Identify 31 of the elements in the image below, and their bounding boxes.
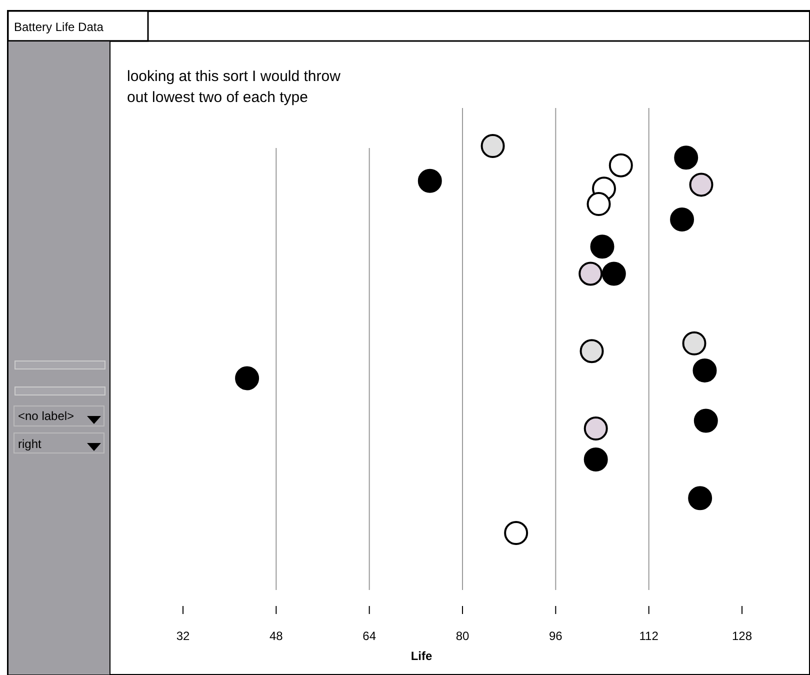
x-tick-label: 80 — [456, 629, 470, 643]
point — [586, 192, 611, 216]
point — [682, 331, 706, 356]
x-tick-label: 48 — [269, 629, 284, 643]
point — [689, 172, 714, 197]
x-tick-label: 96 — [548, 629, 563, 643]
point — [688, 486, 712, 510]
x-axis-title: Life — [410, 649, 432, 663]
point — [584, 416, 608, 441]
text: right — [18, 437, 42, 451]
point — [578, 262, 603, 286]
point — [692, 358, 717, 382]
point — [418, 168, 442, 193]
point — [235, 366, 260, 390]
x-tick-label: 64 — [362, 629, 376, 643]
text: <no label> — [18, 409, 74, 423]
x-tick-label: 32 — [176, 629, 190, 643]
point — [674, 146, 698, 170]
point — [580, 339, 604, 364]
point — [608, 153, 633, 178]
x-tick-label: 128 — [732, 629, 752, 643]
point — [670, 208, 694, 232]
text: Battery Life Data — [14, 20, 104, 34]
point — [584, 447, 608, 472]
point — [602, 262, 626, 286]
point — [694, 408, 718, 433]
point — [590, 234, 614, 259]
x-tick-label: 112 — [639, 629, 659, 643]
point — [480, 134, 505, 158]
text: looking at this sort I would throw out lowest two of each type — [127, 68, 341, 106]
point — [504, 521, 528, 545]
